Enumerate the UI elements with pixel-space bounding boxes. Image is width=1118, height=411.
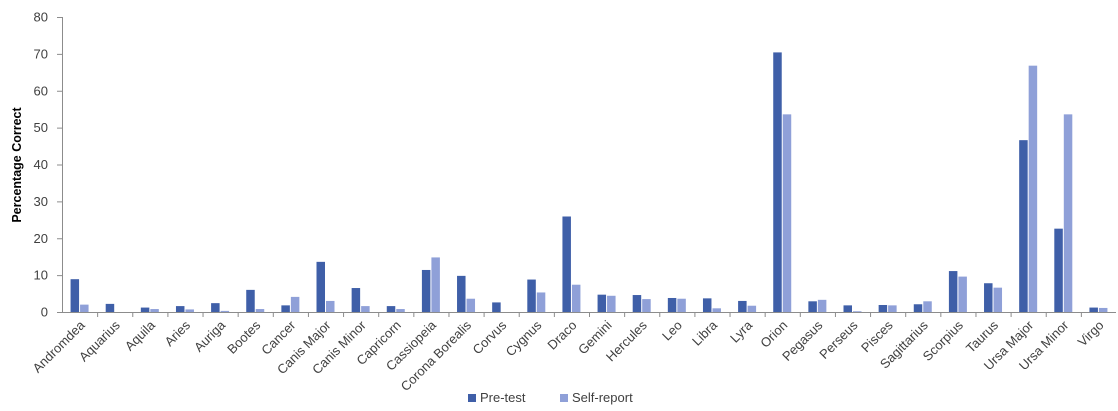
x-tick-label: Bootes (224, 317, 264, 357)
bar-pre-test (316, 261, 325, 312)
bar-self-report (220, 310, 230, 312)
bar-self-report (185, 309, 194, 312)
legend: Pre-test Self-report (468, 390, 633, 405)
bar-self-report (923, 301, 932, 312)
legend-swatch-pre-test (468, 394, 476, 402)
x-tick-label: Aries (162, 317, 194, 349)
y-tick-label: 70 (34, 46, 48, 61)
bar-pre-test (878, 304, 888, 312)
bar-self-report (255, 309, 265, 312)
bar-self-report (642, 299, 651, 312)
bar-pre-test (421, 269, 431, 312)
bar-pre-test (175, 306, 185, 312)
bar-self-report (993, 287, 1003, 312)
bar-self-report (1098, 307, 1108, 312)
bar-self-report (326, 300, 335, 312)
legend-label: Self-report (572, 390, 633, 405)
x-tick-label: Andromdea (30, 317, 89, 376)
x-tick-label: Leo (659, 318, 685, 344)
x-tick-label: Virgo (1075, 318, 1107, 350)
y-tick-label: 20 (34, 231, 48, 246)
bar-self-report (571, 284, 581, 312)
bar-pre-test (984, 283, 993, 312)
bar-pre-test (246, 289, 255, 312)
bar-pre-test (597, 294, 607, 312)
bar-pre-test (808, 301, 817, 312)
bar-pre-test (773, 52, 782, 313)
x-tick-label: Libra (689, 317, 721, 349)
x-tick-label: Corvus (470, 317, 510, 357)
bar-self-report (817, 299, 827, 312)
bar-pre-test (913, 304, 923, 312)
bar-pre-test (702, 298, 712, 312)
y-axis-label: Percentage Correct (10, 107, 24, 223)
bar-self-report (712, 308, 721, 312)
bar-pre-test (351, 288, 361, 312)
bar-pre-test (140, 307, 150, 312)
y-tick-label: 0 (41, 305, 48, 320)
bar-self-report (396, 309, 405, 312)
bar-pre-test (386, 306, 396, 312)
bar-self-report (958, 276, 967, 312)
y-tick-label: 40 (34, 157, 48, 172)
x-tick-label: Cygnus (503, 317, 545, 359)
bar-self-report (747, 305, 757, 312)
y-tick-label: 30 (34, 194, 48, 209)
bar-self-report (607, 295, 616, 312)
bar-self-report (431, 257, 440, 312)
bar-self-report (888, 305, 897, 312)
bar-self-report (677, 298, 686, 312)
bar-self-report (1063, 114, 1073, 312)
bar-pre-test (1054, 228, 1063, 312)
bar-self-report (853, 311, 862, 312)
bar-pre-test (1019, 140, 1028, 312)
bar-pre-test (562, 216, 571, 312)
x-tick-label: Perseus (816, 317, 861, 362)
bar-pre-test (211, 303, 220, 312)
bar-pre-test (105, 303, 115, 312)
legend-swatch-self-report (560, 394, 568, 402)
bar-self-report (782, 114, 792, 312)
bar-pre-test (457, 275, 466, 312)
bar-self-report (536, 292, 546, 312)
legend-label: Pre-test (480, 390, 526, 405)
y-tick-label: 80 (34, 10, 48, 25)
y-tick-label: 10 (34, 268, 48, 283)
x-tick-label: Lyra (727, 317, 756, 346)
bar-pre-test (1089, 307, 1098, 312)
bar-pre-test (492, 302, 501, 312)
x-tick-label: Draco (544, 318, 579, 353)
bar-self-report (80, 304, 89, 312)
x-tick-label: Auriga (191, 317, 229, 355)
bar-pre-test (843, 305, 852, 312)
bar-pre-test (632, 295, 642, 312)
y-tick-label: 50 (34, 120, 48, 135)
y-axis-ticks: 0 10 20 30 40 50 60 70 80 (34, 10, 62, 320)
bar-pre-test (738, 300, 747, 312)
x-tick-label: Aquila (122, 317, 159, 354)
bar-self-report (290, 296, 300, 312)
bar-pre-test (948, 271, 958, 312)
bar-self-report (1028, 65, 1038, 312)
bar-pre-test (281, 305, 290, 312)
bar-self-report (150, 309, 159, 312)
bar-self-report (361, 306, 370, 312)
bar-pre-test (667, 297, 677, 312)
bar-self-report (466, 298, 476, 312)
bar-pre-test (70, 279, 80, 312)
y-tick-label: 60 (34, 83, 48, 98)
bars (70, 52, 1108, 313)
bar-pre-test (527, 279, 536, 312)
